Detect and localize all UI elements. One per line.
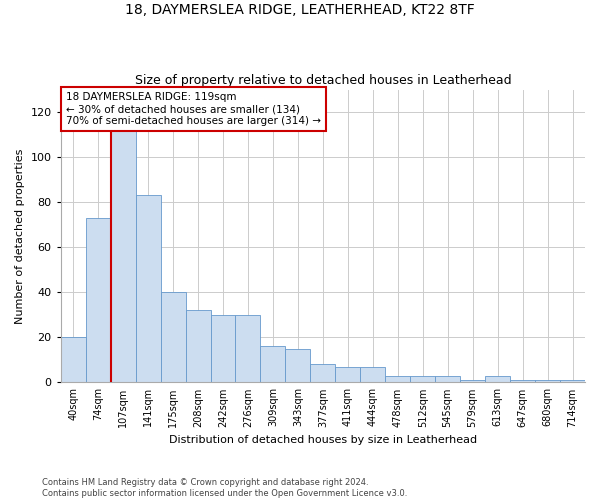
Bar <box>110 114 136 382</box>
Bar <box>86 218 110 382</box>
Text: 18, DAYMERSLEA RIDGE, LEATHERHEAD, KT22 8TF: 18, DAYMERSLEA RIDGE, LEATHERHEAD, KT22 … <box>125 2 475 16</box>
Bar <box>136 196 161 382</box>
Bar <box>235 315 260 382</box>
Bar <box>560 380 585 382</box>
Bar <box>485 376 510 382</box>
Bar <box>410 376 435 382</box>
X-axis label: Distribution of detached houses by size in Leatherhead: Distribution of detached houses by size … <box>169 435 477 445</box>
Bar <box>361 366 385 382</box>
Text: Contains HM Land Registry data © Crown copyright and database right 2024.
Contai: Contains HM Land Registry data © Crown c… <box>42 478 407 498</box>
Bar <box>61 338 86 382</box>
Bar <box>385 376 410 382</box>
Bar <box>310 364 335 382</box>
Bar <box>211 315 235 382</box>
Bar <box>435 376 460 382</box>
Bar <box>535 380 560 382</box>
Bar <box>260 346 286 382</box>
Title: Size of property relative to detached houses in Leatherhead: Size of property relative to detached ho… <box>134 74 511 87</box>
Text: 18 DAYMERSLEA RIDGE: 119sqm
← 30% of detached houses are smaller (134)
70% of se: 18 DAYMERSLEA RIDGE: 119sqm ← 30% of det… <box>66 92 321 126</box>
Bar <box>161 292 185 382</box>
Bar <box>286 348 310 382</box>
Bar <box>460 380 485 382</box>
Bar <box>185 310 211 382</box>
Y-axis label: Number of detached properties: Number of detached properties <box>15 148 25 324</box>
Bar <box>335 366 361 382</box>
Bar <box>510 380 535 382</box>
